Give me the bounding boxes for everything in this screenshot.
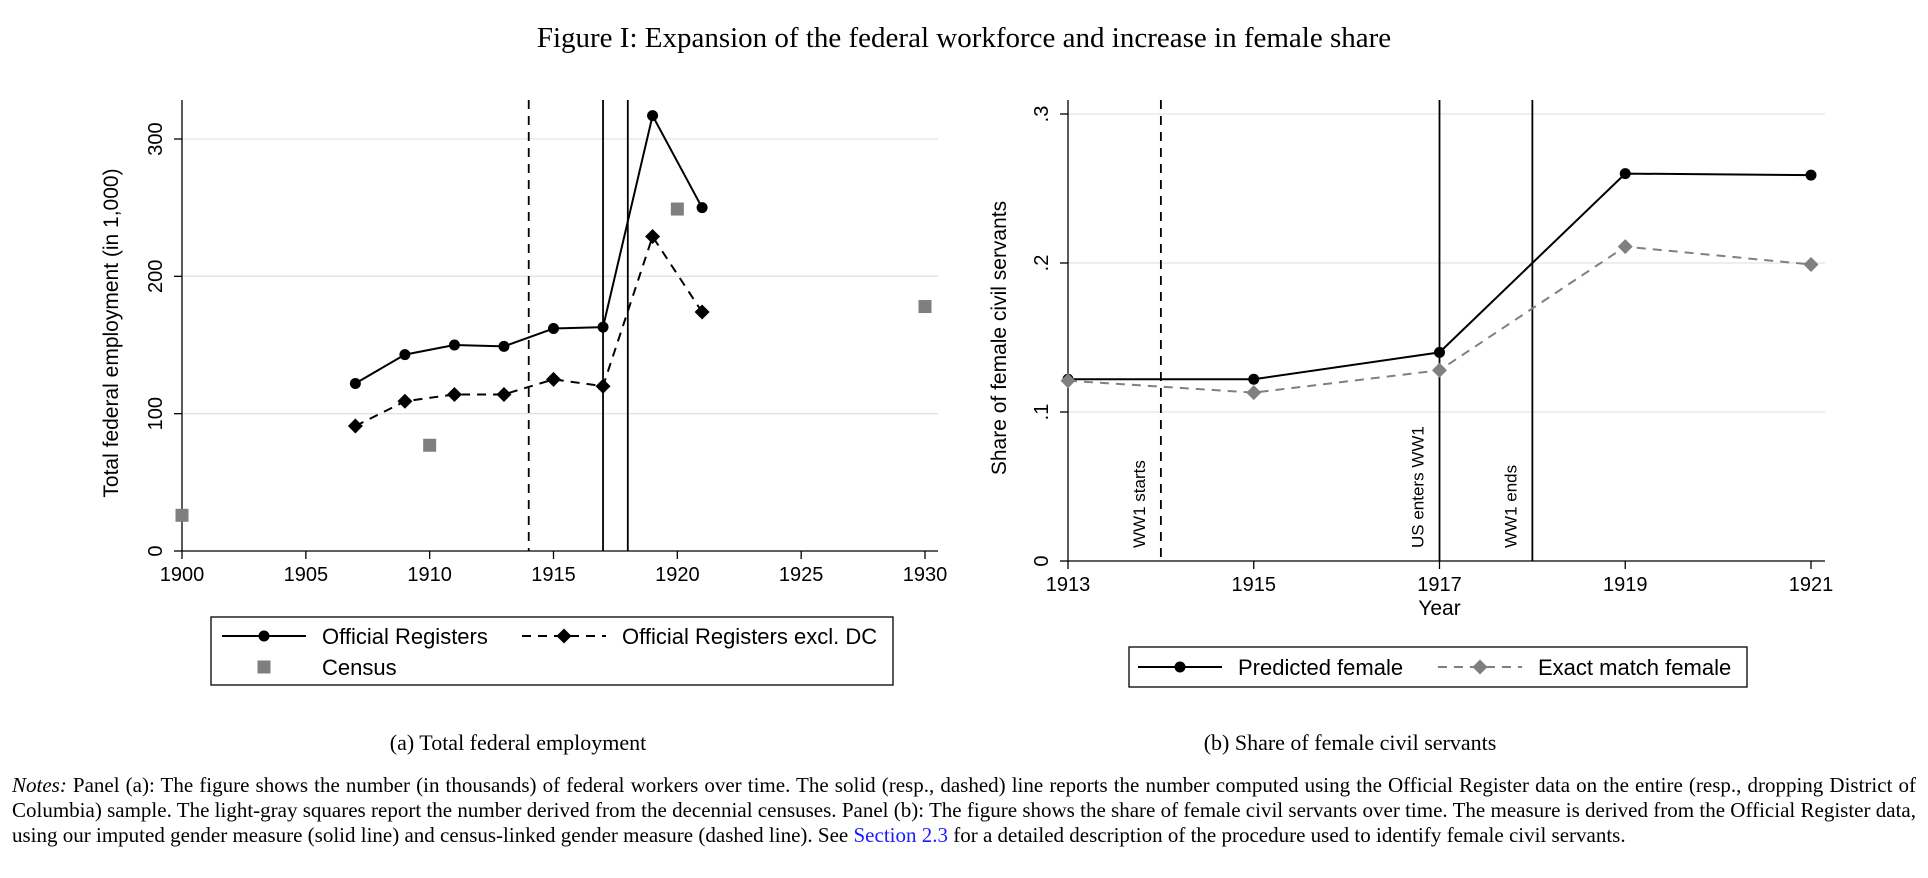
pb-ytick-label-3: .3 — [1031, 106, 1053, 123]
pb-xtick-label-4: 1921 — [1789, 574, 1834, 596]
pa-legend-label-0: Official Registers — [322, 624, 488, 649]
pb-vline-label-0: WW1 starts — [1130, 460, 1149, 548]
pb-legend-marker-1 — [1472, 659, 1488, 675]
pa-xtick-label-0: 1900 — [160, 564, 205, 586]
pb-series-0-point-1 — [1248, 373, 1260, 385]
pa-ytick-label-0: 0 — [145, 545, 167, 556]
pb-series-1-point-2 — [1432, 362, 1447, 378]
panel-b-chart: 0 .1 .2 .3 1913 1915 1917 1919 1921 Share of fema… — [988, 100, 1834, 688]
pa-y-axis-label: Total federal employment (in 1,000) — [100, 168, 123, 497]
pb-ytick-label-0: 0 — [1031, 555, 1053, 566]
pa-xtick-label-6: 1930 — [903, 564, 948, 586]
pb-legend-label-1: Exact match female — [1538, 655, 1731, 680]
pb-y-axis-label: Share of female civil servants — [988, 201, 1011, 475]
pb-series-0-point-3 — [1619, 168, 1631, 180]
pa-legend-marker-1 — [556, 628, 572, 644]
pa-series-1-point-2 — [446, 386, 462, 402]
pa-series-1-point-3 — [496, 386, 512, 402]
notes-text-1: Panel (a): The figure shows the number (… — [12, 773, 1916, 847]
pa-series-1-point-6 — [645, 229, 661, 245]
pa-series-2-point-0 — [175, 508, 189, 522]
pa-series-0-line — [354, 112, 703, 385]
pa-xtick-label-5: 1925 — [779, 564, 824, 586]
pa-series-2-point-1 — [423, 438, 437, 452]
pa-series-1-point-7 — [694, 304, 710, 320]
pa-series-0-point-1 — [399, 349, 411, 361]
pa-series-1-point-5 — [595, 378, 611, 394]
pb-xtick-label-3: 1919 — [1603, 574, 1648, 596]
pb-series-1-point-0 — [1060, 373, 1076, 389]
pa-legend-box — [210, 616, 894, 686]
panel-a-chart: 0 100 200 300 1900 1905 1910 1915 1920 1925 1930 To… — [100, 100, 948, 686]
pa-ytick-label-1: 100 — [145, 397, 167, 430]
figure-title: Figure I: Expansion of the federal workf… — [536, 22, 1392, 54]
pa-series-0-point-3 — [498, 340, 510, 352]
pa-legend-label-1: Official Registers excl. DC — [622, 624, 877, 649]
notes-label: Notes: — [12, 773, 67, 797]
pa-series-0-point-5 — [597, 321, 609, 333]
pb-legend-label-0: Predicted female — [1238, 655, 1403, 680]
pb-xtick-label-2: 1917 — [1417, 574, 1462, 596]
notes-text-2: for a detailed description of the proced… — [948, 823, 1626, 847]
pa-series-2-point-2 — [670, 202, 684, 216]
pa-xtick-label-3: 1915 — [531, 564, 576, 586]
pa-series-1-line — [354, 234, 703, 427]
pb-vline-label-2: WW1 ends — [1501, 465, 1520, 548]
pb-series-1-point-3 — [1617, 239, 1633, 255]
pb-ytick-label-1: .1 — [1031, 404, 1053, 421]
panel-a-caption: (a) Total federal employment — [389, 730, 647, 755]
pa-series-0-point-7 — [696, 202, 708, 214]
pa-series-1-point-1 — [397, 393, 413, 409]
pa-ytick-label-3: 300 — [145, 122, 167, 155]
pa-ytick-label-2: 200 — [145, 260, 167, 293]
pb-x-axis-label: Year — [1418, 597, 1460, 620]
pb-legend-marker-0 — [1174, 661, 1186, 673]
pb-series-0-point-4 — [1805, 169, 1817, 181]
pb-xtick-label-0: 1913 — [1046, 574, 1091, 596]
pa-series-0-point-4 — [548, 323, 559, 335]
pa-series-0-point-6 — [647, 110, 659, 122]
pa-legend-marker-2 — [257, 660, 271, 674]
pa-series-1-point-0 — [347, 418, 363, 434]
pb-xtick-label-1: 1915 — [1232, 574, 1277, 596]
pa-legend-label-2: Census — [322, 655, 397, 680]
pa-xtick-label-4: 1920 — [655, 564, 700, 586]
pb-ytick-label-2: .2 — [1031, 255, 1053, 272]
section-link[interactable]: Section 2.3 — [853, 823, 949, 847]
pa-series-0-point-0 — [349, 377, 361, 389]
pa-xtick-label-1: 1905 — [284, 564, 329, 586]
figure-notes: Notes: Panel (a): The figure shows the n… — [12, 773, 1916, 848]
pa-series-1-point-4 — [546, 371, 561, 387]
pa-legend-marker-0 — [258, 630, 270, 642]
pb-series-1-point-4 — [1803, 256, 1819, 272]
pa-xtick-label-2: 1910 — [407, 564, 452, 586]
pb-series-1-point-1 — [1246, 385, 1262, 401]
pb-vline-label-1: US enters WW1 — [1409, 426, 1428, 548]
pb-series-0-point-2 — [1434, 346, 1445, 358]
panel-b-caption: (b) Share of female civil servants — [1203, 730, 1497, 755]
pa-series-0-point-2 — [448, 339, 460, 351]
pa-series-2-point-3 — [918, 300, 932, 314]
